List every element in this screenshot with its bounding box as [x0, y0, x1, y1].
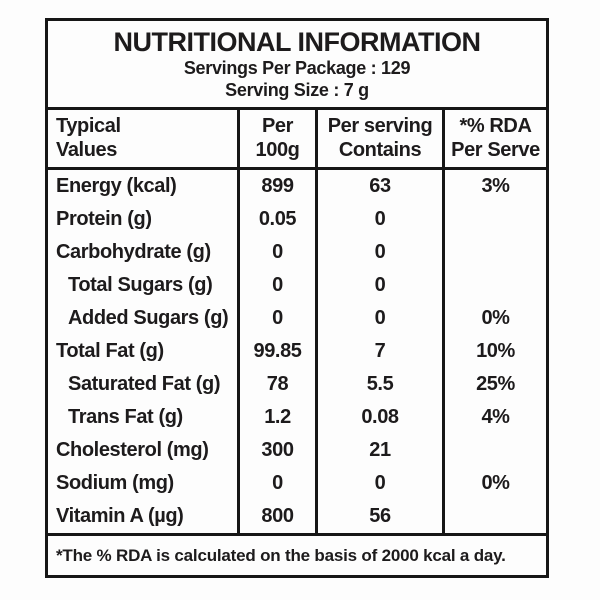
per-100g-value: 300 [240, 434, 318, 467]
row-label: Saturated Fat (g) [48, 368, 240, 401]
rda-value: 3% [481, 175, 510, 197]
row-label: Protein (g) [48, 203, 240, 236]
per-serving-value: 0 [318, 269, 445, 302]
per-100g-value: 1.2 [240, 401, 318, 434]
rda-value [445, 203, 546, 236]
column-header-line: Per serving [327, 115, 433, 137]
per-100g-value: 78 [240, 368, 318, 401]
row-label: Total Sugars (g) [48, 269, 240, 302]
column-header-typical-values: Typical Values [48, 110, 240, 167]
row-label: Total Fat (g) [48, 335, 240, 368]
table-row: Total Sugars (g) 0 0 [48, 269, 546, 302]
row-label: Carbohydrate (g) [48, 236, 240, 269]
table-row: Sodium (mg) 0 0 0% [48, 467, 546, 500]
column-header-line: Per [261, 115, 294, 137]
per-100g-value: 800 [240, 500, 318, 533]
row-label: Cholesterol (mg) [48, 434, 240, 467]
per-100g-value: 0.05 [240, 203, 318, 236]
row-label: Energy (kcal) [48, 170, 240, 203]
table-row: Vitamin A (µg) 800 56 [48, 500, 546, 533]
nutrition-label: NUTRITIONAL INFORMATION Servings Per Pac… [45, 18, 549, 578]
rda-value: 4% [481, 406, 510, 428]
rda-footnote: *The % RDA is calculated on the basis of… [48, 533, 546, 575]
table-row: Added Sugars (g) 0 0 0% [48, 302, 546, 335]
row-label: Added Sugars (g) [48, 302, 240, 335]
rda-value [445, 500, 546, 533]
column-header-line: Contains [338, 138, 422, 161]
per-serving-value: 5.5 [318, 368, 445, 401]
per-100g-value: 0 [240, 269, 318, 302]
per-100g-value: 899 [240, 170, 318, 203]
per-100g-value: 0 [240, 302, 318, 335]
row-label: Vitamin A (µg) [48, 500, 240, 533]
column-header-line: Values [56, 138, 117, 161]
rda-value: 10% [476, 340, 515, 362]
label-title: NUTRITIONAL INFORMATION [113, 27, 481, 57]
rda-value: 25% [476, 373, 515, 395]
table-row: Total Fat (g) 99.85 7 10% [48, 335, 546, 368]
per-serving-value: 0 [318, 203, 445, 236]
table-row: Trans Fat (g) 1.2 0.08 4% [48, 401, 546, 434]
row-label: Trans Fat (g) [48, 401, 240, 434]
table-row: Cholesterol (mg) 300 21 [48, 434, 546, 467]
column-header-row: Typical Values Per 100g Per serving Cont… [48, 110, 546, 170]
table-row: Carbohydrate (g) 0 0 [48, 236, 546, 269]
per-100g-value: 0 [240, 236, 318, 269]
per-serving-value: 0 [318, 467, 445, 500]
column-header-per-100g: Per 100g [240, 110, 318, 167]
per-serving-value: 0.08 [318, 401, 445, 434]
table-body: Energy (kcal) 899 63 3% Protein (g) 0.05… [48, 170, 546, 533]
per-serving-value: 63 [318, 170, 445, 203]
per-100g-value: 99.85 [240, 335, 318, 368]
per-serving-value: 0 [318, 236, 445, 269]
row-label: Sodium (mg) [48, 467, 240, 500]
rda-value [445, 269, 546, 302]
per-serving-value: 7 [318, 335, 445, 368]
rda-value [445, 434, 546, 467]
column-header-line: 100g [255, 138, 300, 161]
column-header-line: Typical [56, 115, 121, 137]
per-100g-value: 0 [240, 467, 318, 500]
column-header-rda: *% RDA Per Serve [445, 110, 546, 167]
rda-value: 0% [481, 472, 510, 494]
table-row: Protein (g) 0.05 0 [48, 203, 546, 236]
label-header: NUTRITIONAL INFORMATION Servings Per Pac… [48, 21, 546, 110]
per-serving-value: 56 [318, 500, 445, 533]
serving-size: Serving Size : 7 g [225, 80, 369, 100]
table-row: Energy (kcal) 899 63 3% [48, 170, 546, 203]
column-header-line: Per Serve [451, 138, 540, 161]
table-row: Saturated Fat (g) 78 5.5 25% [48, 368, 546, 401]
per-serving-value: 21 [318, 434, 445, 467]
rda-value [445, 236, 546, 269]
servings-per-package: Servings Per Package : 129 [183, 58, 411, 79]
per-serving-value: 0 [318, 302, 445, 335]
column-header-per-serving: Per serving Contains [318, 110, 445, 167]
rda-value: 0% [481, 307, 510, 329]
column-header-line: *% RDA [459, 115, 532, 137]
